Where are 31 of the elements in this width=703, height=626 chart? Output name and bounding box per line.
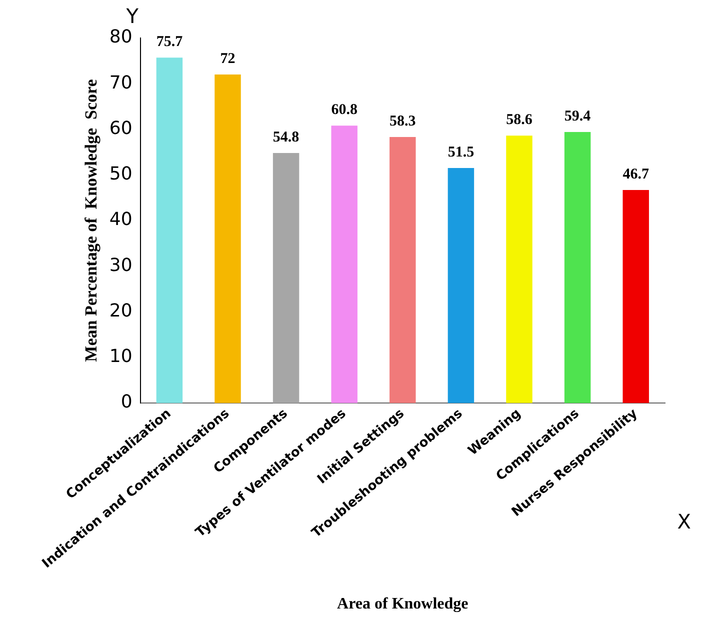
y-tick-label: 80 [109,26,132,48]
y-axis-title: Mean Percentage of Knowledge Score [82,78,101,362]
y-tick-label: 20 [109,300,132,322]
bar [448,168,474,404]
bar [331,126,358,404]
bar [214,74,241,404]
x-axis-title: Area of Knowledge [337,596,468,613]
data-label: 58.3 [390,113,416,130]
bar [564,132,591,404]
data-label: 60.8 [331,102,358,118]
text: Y [125,4,140,28]
y-tick-label: 30 [109,254,132,276]
y-tick-label: 50 [109,164,132,185]
y-tick-label: 40 [109,209,132,230]
text: X [677,509,692,534]
y-tick-label: 70 [109,72,132,94]
y-tick-label: 0 [120,392,132,413]
bar [272,152,300,404]
data-label: 54.8 [272,129,300,146]
data-label: 75.7 [156,34,184,50]
data-label: 72 [220,50,236,67]
y-tick-label: 10 [109,346,132,368]
y-tick-label: 60 [109,118,132,139]
data-label: 59.4 [564,108,592,124]
bar [156,58,183,404]
bar [622,190,649,404]
data-label: 58.6 [506,112,533,128]
bar [506,136,532,404]
data-label: 46.7 [622,166,650,182]
data-label: 51.5 [448,144,474,160]
bar [390,137,416,404]
